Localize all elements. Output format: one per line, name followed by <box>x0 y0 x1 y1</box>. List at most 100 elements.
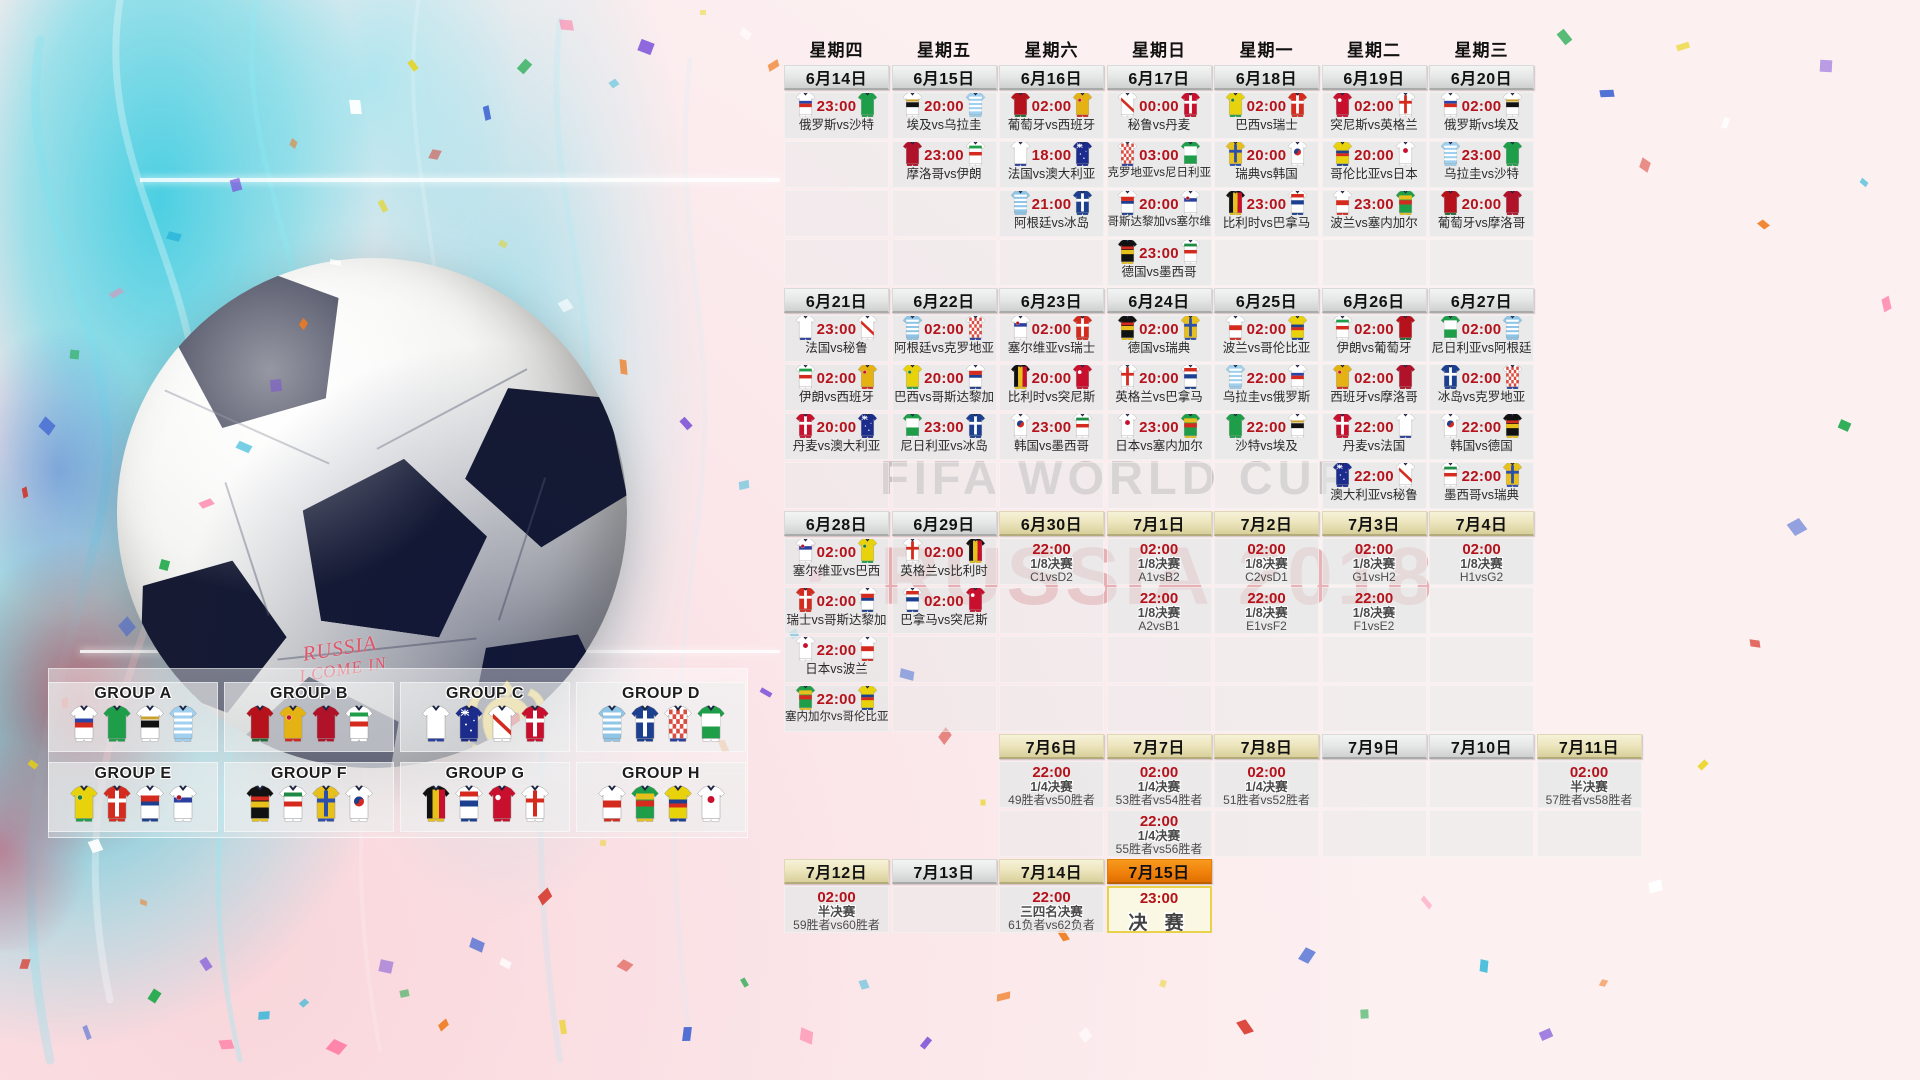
knockout-match-cell[interactable]: 22:00 1/4决赛 55胜者vs56胜者 <box>1106 810 1212 857</box>
match-cell[interactable]: 20:00 英格兰vs巴拿马 <box>1106 364 1212 411</box>
group-box-group-b[interactable]: GROUP B <box>224 682 394 752</box>
knockout-match-cell[interactable]: 22:00 1/8决赛 E1vsF2 <box>1214 587 1319 634</box>
group-box-group-h[interactable]: GROUP H <box>576 762 746 832</box>
match-cell[interactable]: 02:00 巴西vs瑞士 <box>1214 92 1319 139</box>
match-cell[interactable]: 18:00 法国vs澳大利亚 <box>999 141 1104 188</box>
match-cell[interactable]: 02:00 突尼斯vs英格兰 <box>1321 92 1427 139</box>
date-cell-7月6日[interactable]: 7月6日 <box>999 734 1104 759</box>
knockout-match-cell[interactable]: 22:00 1/8决赛 A2vsB1 <box>1106 587 1212 634</box>
match-cell[interactable]: 02:00 俄罗斯vs埃及 <box>1429 92 1534 139</box>
date-cell-6月29日[interactable]: 6月29日 <box>891 511 997 536</box>
match-cell[interactable]: 22:00 日本vs波兰 <box>784 636 889 683</box>
date-cell-6月24日[interactable]: 6月24日 <box>1106 288 1212 313</box>
match-cell[interactable]: 20:00 巴西vs哥斯达黎加 <box>891 364 997 411</box>
date-cell-7月10日[interactable]: 7月10日 <box>1429 734 1534 759</box>
date-cell-6月27日[interactable]: 6月27日 <box>1429 288 1534 313</box>
knockout-match-cell[interactable]: 02:00 1/8决赛 C2vsD1 <box>1214 538 1319 585</box>
date-cell-7月14日[interactable]: 7月14日 <box>999 859 1104 884</box>
date-cell-6月26日[interactable]: 6月26日 <box>1321 288 1427 313</box>
match-cell[interactable]: 02:00 英格兰vs比利时 <box>891 538 997 585</box>
knockout-match-cell[interactable]: 23:00 决 赛 <box>1106 886 1212 933</box>
date-cell-7月2日[interactable]: 7月2日 <box>1214 511 1319 536</box>
match-cell[interactable]: 02:00 德国vs瑞典 <box>1106 315 1212 362</box>
match-cell[interactable]: 20:00 哥伦比亚vs日本 <box>1321 141 1427 188</box>
match-cell[interactable]: 02:00 巴拿马vs突尼斯 <box>891 587 997 634</box>
match-cell[interactable]: 20:00 埃及vs乌拉圭 <box>891 92 997 139</box>
match-cell[interactable]: 20:00 哥斯达黎加vs塞尔维亚 <box>1106 190 1212 237</box>
knockout-match-cell[interactable]: 02:00 1/4决赛 51胜者vs52胜者 <box>1214 761 1319 808</box>
match-cell[interactable]: 22:00 乌拉圭vs俄罗斯 <box>1214 364 1319 411</box>
date-cell-7月7日[interactable]: 7月7日 <box>1106 734 1212 759</box>
date-cell-6月17日[interactable]: 6月17日 <box>1106 65 1212 90</box>
knockout-match-cell[interactable]: 22:00 1/8决赛 C1vsD2 <box>999 538 1104 585</box>
date-cell-6月18日[interactable]: 6月18日 <box>1214 65 1319 90</box>
knockout-match-cell[interactable]: 02:00 半决赛 59胜者vs60胜者 <box>784 886 889 933</box>
match-cell[interactable]: 02:00 瑞士vs哥斯达黎加 <box>784 587 889 634</box>
match-cell[interactable]: 20:00 丹麦vs澳大利亚 <box>784 413 889 460</box>
match-cell[interactable]: 23:00 俄罗斯vs沙特 <box>784 92 889 139</box>
knockout-match-cell[interactable]: 02:00 1/8决赛 A1vsB2 <box>1106 538 1212 585</box>
match-cell[interactable]: 22:00 墨西哥vs瑞典 <box>1429 462 1534 509</box>
match-cell[interactable]: 02:00 波兰vs哥伦比亚 <box>1214 315 1319 362</box>
date-cell-6月20日[interactable]: 6月20日 <box>1429 65 1534 90</box>
match-cell[interactable]: 02:00 冰岛vs克罗地亚 <box>1429 364 1534 411</box>
match-cell[interactable]: 23:00 比利时vs巴拿马 <box>1214 190 1319 237</box>
date-cell-6月28日[interactable]: 6月28日 <box>784 511 889 536</box>
match-cell[interactable]: 20:00 葡萄牙vs摩洛哥 <box>1429 190 1534 237</box>
match-cell[interactable]: 22:00 沙特vs埃及 <box>1214 413 1319 460</box>
group-box-group-a[interactable]: GROUP A <box>48 682 218 752</box>
match-cell[interactable]: 23:00 韩国vs墨西哥 <box>999 413 1104 460</box>
match-cell[interactable]: 02:00 葡萄牙vs西班牙 <box>999 92 1104 139</box>
match-cell[interactable]: 23:00 法国vs秘鲁 <box>784 315 889 362</box>
match-cell[interactable]: 03:00 克罗地亚vs尼日利亚 <box>1106 141 1212 188</box>
match-cell[interactable]: 20:00 比利时vs突尼斯 <box>999 364 1104 411</box>
knockout-match-cell[interactable]: 22:00 1/8决赛 F1vsE2 <box>1321 587 1427 634</box>
date-cell-6月25日[interactable]: 6月25日 <box>1214 288 1319 313</box>
group-box-group-c[interactable]: GROUP C <box>400 682 570 752</box>
match-cell[interactable]: 00:00 秘鲁vs丹麦 <box>1106 92 1212 139</box>
match-cell[interactable]: 22:00 丹麦vs法国 <box>1321 413 1427 460</box>
match-cell[interactable]: 02:00 塞尔维亚vs瑞士 <box>999 315 1104 362</box>
match-cell[interactable]: 23:00 摩洛哥vs伊朗 <box>891 141 997 188</box>
date-cell-7月1日[interactable]: 7月1日 <box>1106 511 1212 536</box>
date-cell-7月8日[interactable]: 7月8日 <box>1214 734 1319 759</box>
date-cell-6月30日[interactable]: 6月30日 <box>999 511 1104 536</box>
knockout-match-cell[interactable]: 22:00 三四名决赛 61负者vs62负者 <box>999 886 1104 933</box>
match-cell[interactable]: 21:00 阿根廷vs冰岛 <box>999 190 1104 237</box>
match-cell[interactable]: 20:00 瑞典vs韩国 <box>1214 141 1319 188</box>
match-cell[interactable]: 02:00 西班牙vs摩洛哥 <box>1321 364 1427 411</box>
knockout-match-cell[interactable]: 02:00 1/8决赛 H1vsG2 <box>1429 538 1534 585</box>
group-box-group-g[interactable]: GROUP G <box>400 762 570 832</box>
knockout-match-cell[interactable]: 02:00 半决赛 57胜者vs58胜者 <box>1536 761 1642 808</box>
date-cell-7月12日[interactable]: 7月12日 <box>784 859 889 884</box>
match-cell[interactable]: 23:00 日本vs塞内加尔 <box>1106 413 1212 460</box>
date-cell-6月21日[interactable]: 6月21日 <box>784 288 889 313</box>
match-cell[interactable]: 23:00 德国vs墨西哥 <box>1106 239 1212 286</box>
date-cell-6月19日[interactable]: 6月19日 <box>1321 65 1427 90</box>
date-cell-7月13日[interactable]: 7月13日 <box>891 859 997 884</box>
match-cell[interactable]: 22:00 韩国vs德国 <box>1429 413 1534 460</box>
date-cell-6月14日[interactable]: 6月14日 <box>784 65 889 90</box>
match-cell[interactable]: 23:00 乌拉圭vs沙特 <box>1429 141 1534 188</box>
date-cell-7月11日[interactable]: 7月11日 <box>1536 734 1642 759</box>
match-cell[interactable]: 02:00 尼日利亚vs阿根廷 <box>1429 315 1534 362</box>
date-cell-6月22日[interactable]: 6月22日 <box>891 288 997 313</box>
date-cell-7月15日[interactable]: 7月15日 <box>1106 859 1212 884</box>
knockout-match-cell[interactable]: 22:00 1/4决赛 49胜者vs50胜者 <box>999 761 1104 808</box>
match-cell[interactable]: 23:00 尼日利亚vs冰岛 <box>891 413 997 460</box>
group-box-group-d[interactable]: GROUP D <box>576 682 746 752</box>
date-cell-6月15日[interactable]: 6月15日 <box>891 65 997 90</box>
match-cell[interactable]: 23:00 波兰vs塞内加尔 <box>1321 190 1427 237</box>
date-cell-7月3日[interactable]: 7月3日 <box>1321 511 1427 536</box>
match-cell[interactable]: 02:00 伊朗vs西班牙 <box>784 364 889 411</box>
group-box-group-f[interactable]: GROUP F <box>224 762 394 832</box>
match-cell[interactable]: 22:00 塞内加尔vs哥伦比亚 <box>784 685 889 732</box>
date-cell-7月4日[interactable]: 7月4日 <box>1429 511 1534 536</box>
group-box-group-e[interactable]: GROUP E <box>48 762 218 832</box>
match-cell[interactable]: 02:00 伊朗vs葡萄牙 <box>1321 315 1427 362</box>
match-cell[interactable]: 02:00 塞尔维亚vs巴西 <box>784 538 889 585</box>
knockout-match-cell[interactable]: 02:00 1/8决赛 G1vsH2 <box>1321 538 1427 585</box>
date-cell-6月23日[interactable]: 6月23日 <box>999 288 1104 313</box>
match-cell[interactable]: 22:00 澳大利亚vs秘鲁 <box>1321 462 1427 509</box>
date-cell-6月16日[interactable]: 6月16日 <box>999 65 1104 90</box>
